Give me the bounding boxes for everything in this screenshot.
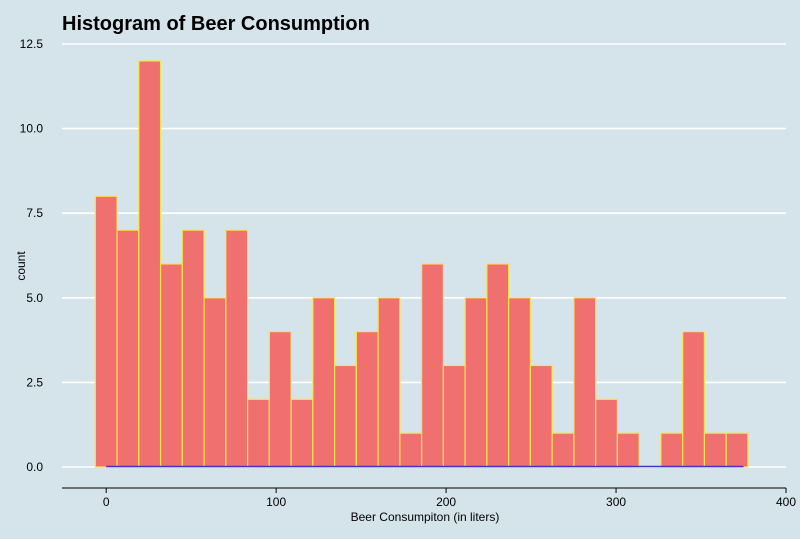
histogram-bar: [290, 398, 314, 468]
histogram-bar: [203, 297, 227, 468]
histogram-bar: [442, 364, 466, 468]
y-tick-labels: 0.0 2.5 5.0 7.5 10.0 12.5: [20, 37, 44, 474]
y-tick-label: 2.5: [26, 375, 43, 389]
histogram-bar: [551, 432, 575, 468]
histogram-bar: [682, 331, 706, 468]
histogram-bar: [268, 331, 292, 468]
bars-layer: [94, 60, 749, 468]
chart-title: Histogram of Beer Consumption: [62, 13, 370, 35]
x-tick-label: 0: [103, 495, 110, 509]
histogram-bar: [660, 432, 684, 468]
x-tick-label: 400: [776, 495, 796, 509]
histogram-bar: [159, 263, 183, 468]
x-axis-label: Beer Consumpiton (in liters): [351, 510, 500, 524]
histogram-bar: [225, 229, 249, 468]
histogram-bar: [94, 195, 118, 468]
histogram-bar: [116, 229, 140, 468]
histogram-bar: [399, 432, 423, 468]
histogram-bar: [138, 60, 162, 468]
y-tick-label: 0.0: [26, 460, 43, 474]
x-tick-label: 300: [606, 495, 626, 509]
histogram-bar: [725, 432, 749, 468]
histogram-bar: [508, 297, 531, 468]
histogram-bar: [616, 432, 640, 468]
x-ticks: 0 100 200 300 400: [103, 488, 796, 509]
histogram-bar: [246, 398, 270, 468]
y-axis-label: count: [14, 251, 28, 281]
histogram-bar: [355, 331, 379, 468]
histogram-bar: [573, 297, 597, 468]
histogram-bar: [334, 364, 357, 468]
y-tick-label: 12.5: [20, 37, 44, 51]
histogram-bar: [377, 297, 401, 468]
y-tick-label: 10.0: [20, 122, 44, 136]
histogram-bar: [595, 398, 619, 468]
x-tick-label: 100: [266, 495, 286, 509]
histogram-bar: [529, 364, 553, 468]
histogram-bar: [181, 229, 205, 468]
x-tick-label: 200: [436, 495, 456, 509]
histogram-bar: [486, 263, 510, 468]
y-tick-label: 7.5: [26, 206, 43, 220]
histogram-bar: [421, 263, 444, 468]
histogram-bar: [312, 297, 336, 468]
y-tick-label: 5.0: [26, 291, 43, 305]
histogram-bar: [703, 432, 727, 468]
histogram-bar: [464, 297, 488, 468]
